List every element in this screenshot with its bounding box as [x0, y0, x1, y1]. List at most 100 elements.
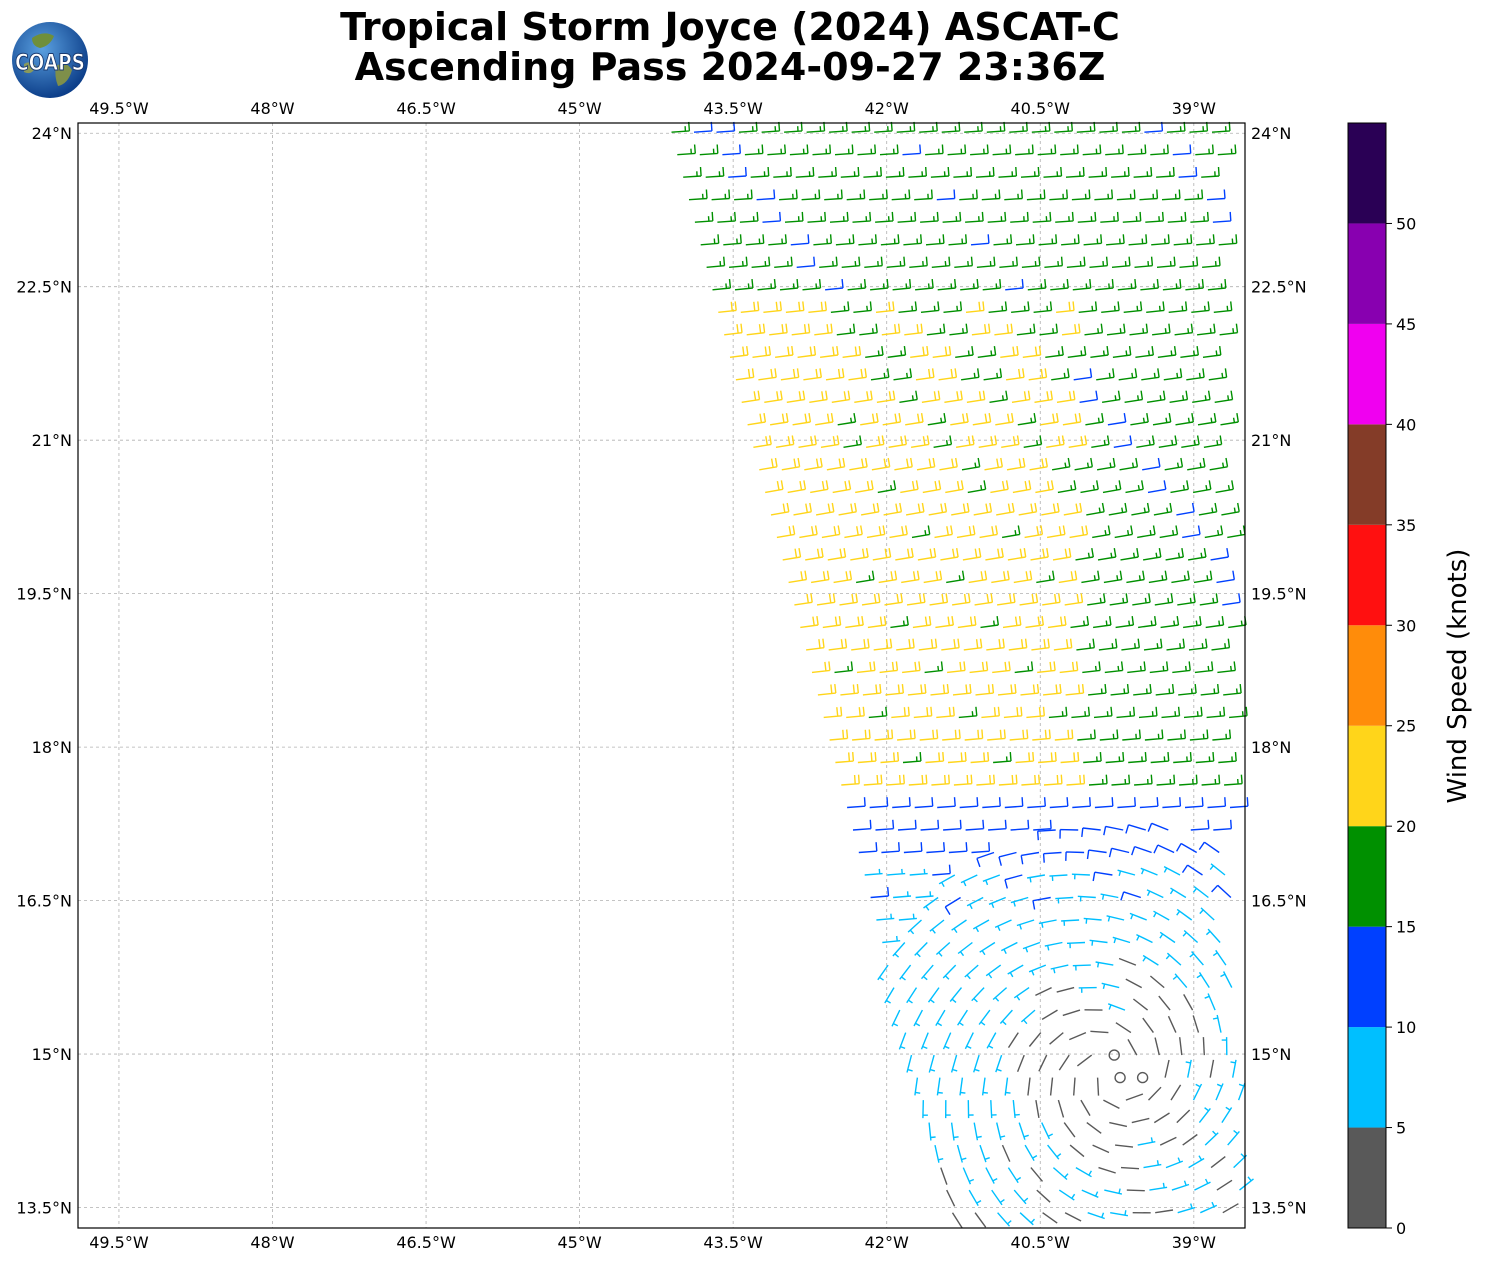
wind-barb: [978, 1009, 991, 1026]
wind-barb: [961, 457, 981, 471]
wind-barb: [1111, 166, 1130, 178]
colorbar-segment: [1348, 223, 1386, 324]
wind-barb: [729, 256, 748, 268]
wind-barb: [828, 638, 848, 651]
wind-barb: [1098, 1166, 1116, 1174]
wind-barb: [869, 797, 889, 809]
wind-barb: [1176, 502, 1195, 516]
wind-barb: [877, 480, 897, 494]
lat-tick-label-right: 18°N: [1251, 738, 1291, 757]
wind-barb: [834, 144, 854, 156]
wind-barb: [776, 525, 796, 539]
wind-barb: [891, 1009, 901, 1027]
wind-barb: [1213, 301, 1233, 313]
wind-barb: [974, 593, 994, 606]
colorbar-tick-label: 40: [1396, 415, 1416, 434]
wind-barb: [746, 323, 766, 336]
wind-barb: [798, 435, 817, 448]
wind-barb: [993, 752, 1012, 764]
wind-barb: [1187, 457, 1206, 471]
wind-barb: [1229, 706, 1248, 719]
wind-barb: [688, 189, 708, 201]
wind-barb: [1049, 189, 1068, 201]
wind-barb: [936, 706, 955, 719]
wind-barb: [1096, 457, 1116, 471]
wind-barb: [1020, 1009, 1036, 1025]
wind-barb: [824, 189, 843, 201]
wind-barb: [1131, 845, 1152, 856]
wind-barb: [1024, 525, 1044, 539]
wind-barb: [903, 842, 923, 854]
wind-barbs-layer: [671, 121, 1254, 1229]
wind-barb: [1060, 752, 1080, 764]
wind-barb: [881, 323, 901, 336]
wind-barb: [893, 891, 912, 899]
wind-barb: [1189, 951, 1204, 966]
wind-barb: [1056, 986, 1075, 993]
wind-barb: [1100, 211, 1119, 223]
wind-barb: [1117, 279, 1137, 291]
wind-barb: [1230, 1059, 1237, 1078]
wind-barb: [1056, 390, 1076, 403]
wind-barb: [1216, 1179, 1233, 1191]
wind-barb: [1122, 211, 1142, 223]
wind-barb: [1047, 615, 1067, 629]
wind-barb: [1049, 797, 1069, 809]
wind-barb: [1064, 593, 1084, 606]
wind-barb: [747, 412, 767, 426]
wind-barb: [782, 547, 802, 561]
graticule-grid: [78, 123, 1245, 1228]
wind-barb: [900, 480, 919, 494]
wind-barb: [962, 1167, 975, 1185]
wind-barb: [1198, 502, 1218, 516]
wind-barb: [970, 752, 990, 764]
wind-barb: [801, 189, 821, 201]
wind-barb: [957, 616, 977, 629]
wind-barb: [951, 919, 967, 933]
wind-barb: [1090, 346, 1109, 358]
wind-barb: [1082, 144, 1102, 156]
wind-barb: [821, 525, 841, 539]
wind-barb: [1081, 1189, 1099, 1198]
wind-barb: [1137, 525, 1156, 539]
wind-barb: [948, 234, 968, 246]
wind-barb: [966, 896, 984, 910]
wind-barb: [855, 570, 875, 584]
wind-barb: [1028, 1032, 1042, 1047]
wind-barb: [1063, 1122, 1076, 1138]
wind-barb: [1067, 346, 1087, 358]
wind-barb: [860, 502, 880, 516]
colorbar-segment: [1348, 625, 1386, 726]
wind-barb: [765, 480, 784, 494]
wind-barb: [1214, 390, 1234, 403]
wind-barb: [790, 234, 810, 246]
wind-barb: [1114, 525, 1134, 539]
wind-barb: [1015, 752, 1035, 764]
wind-barb: [1053, 638, 1073, 651]
wind-barb: [1206, 706, 1226, 719]
wind-barb: [1051, 368, 1070, 381]
wind-barb: [1131, 1117, 1150, 1124]
wind-barb: [836, 323, 856, 336]
wind-barb: [791, 323, 811, 336]
wind-barb: [863, 774, 883, 786]
wind-barb: [1058, 1054, 1070, 1071]
colorbar-tick-label: 30: [1396, 616, 1416, 635]
wind-barb: [1045, 346, 1064, 358]
wind-barb: [921, 390, 941, 403]
wind-barb: [1020, 166, 1040, 178]
colorbar-tick-label: 20: [1396, 817, 1416, 836]
wind-barb: [960, 874, 978, 887]
wind-barb: [1142, 457, 1161, 471]
wind-barb: [1090, 1030, 1109, 1034]
wind-barb: [750, 166, 770, 178]
wind-barb: [1109, 593, 1129, 606]
wind-barb: [1134, 256, 1154, 268]
wind-barb: [907, 684, 927, 696]
wind-barb: [1111, 774, 1131, 786]
wind-barb: [1096, 1077, 1100, 1096]
wind-barb: [1019, 1212, 1036, 1226]
wind-barb: [1176, 1109, 1191, 1124]
wind-barb: [1142, 1017, 1154, 1034]
wind-barb: [846, 189, 866, 201]
